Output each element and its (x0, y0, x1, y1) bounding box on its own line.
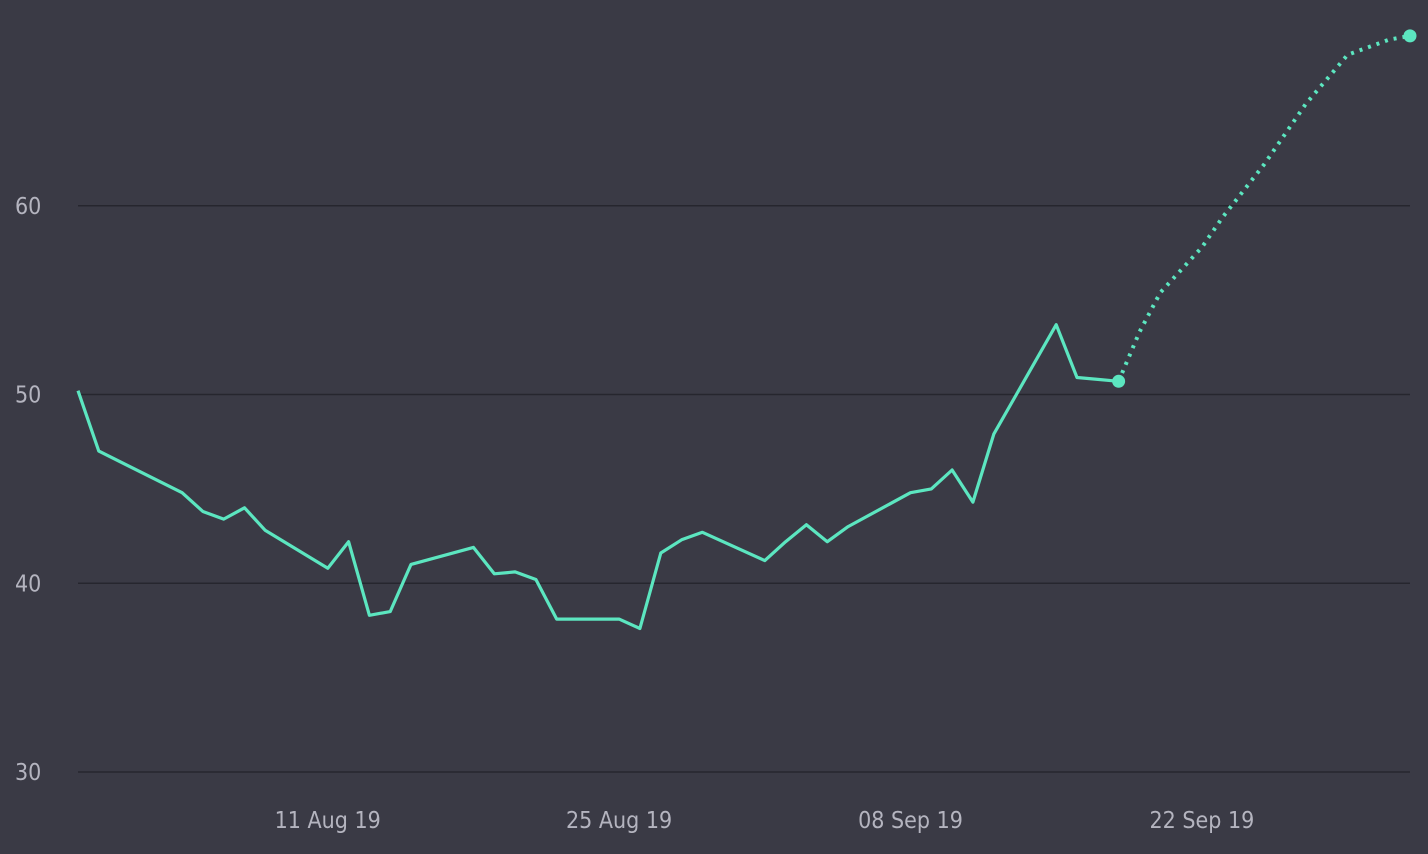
x-tick-label: 11 Aug 19 (275, 808, 381, 834)
y-tick-label: 40 (15, 571, 41, 597)
forecast-end-point (1403, 29, 1417, 43)
y-tick-label: 60 (15, 194, 41, 220)
y-tick-label: 30 (15, 760, 41, 786)
x-tick-label: 08 Sep 19 (858, 808, 963, 834)
last-actual-point (1112, 374, 1126, 388)
forecast-series-line (1116, 33, 1411, 383)
x-tick-label: 25 Aug 19 (566, 808, 672, 834)
x-tick-label: 22 Sep 19 (1149, 808, 1254, 834)
y-tick-label: 50 (15, 383, 41, 409)
actual-series-line (76, 323, 1119, 631)
